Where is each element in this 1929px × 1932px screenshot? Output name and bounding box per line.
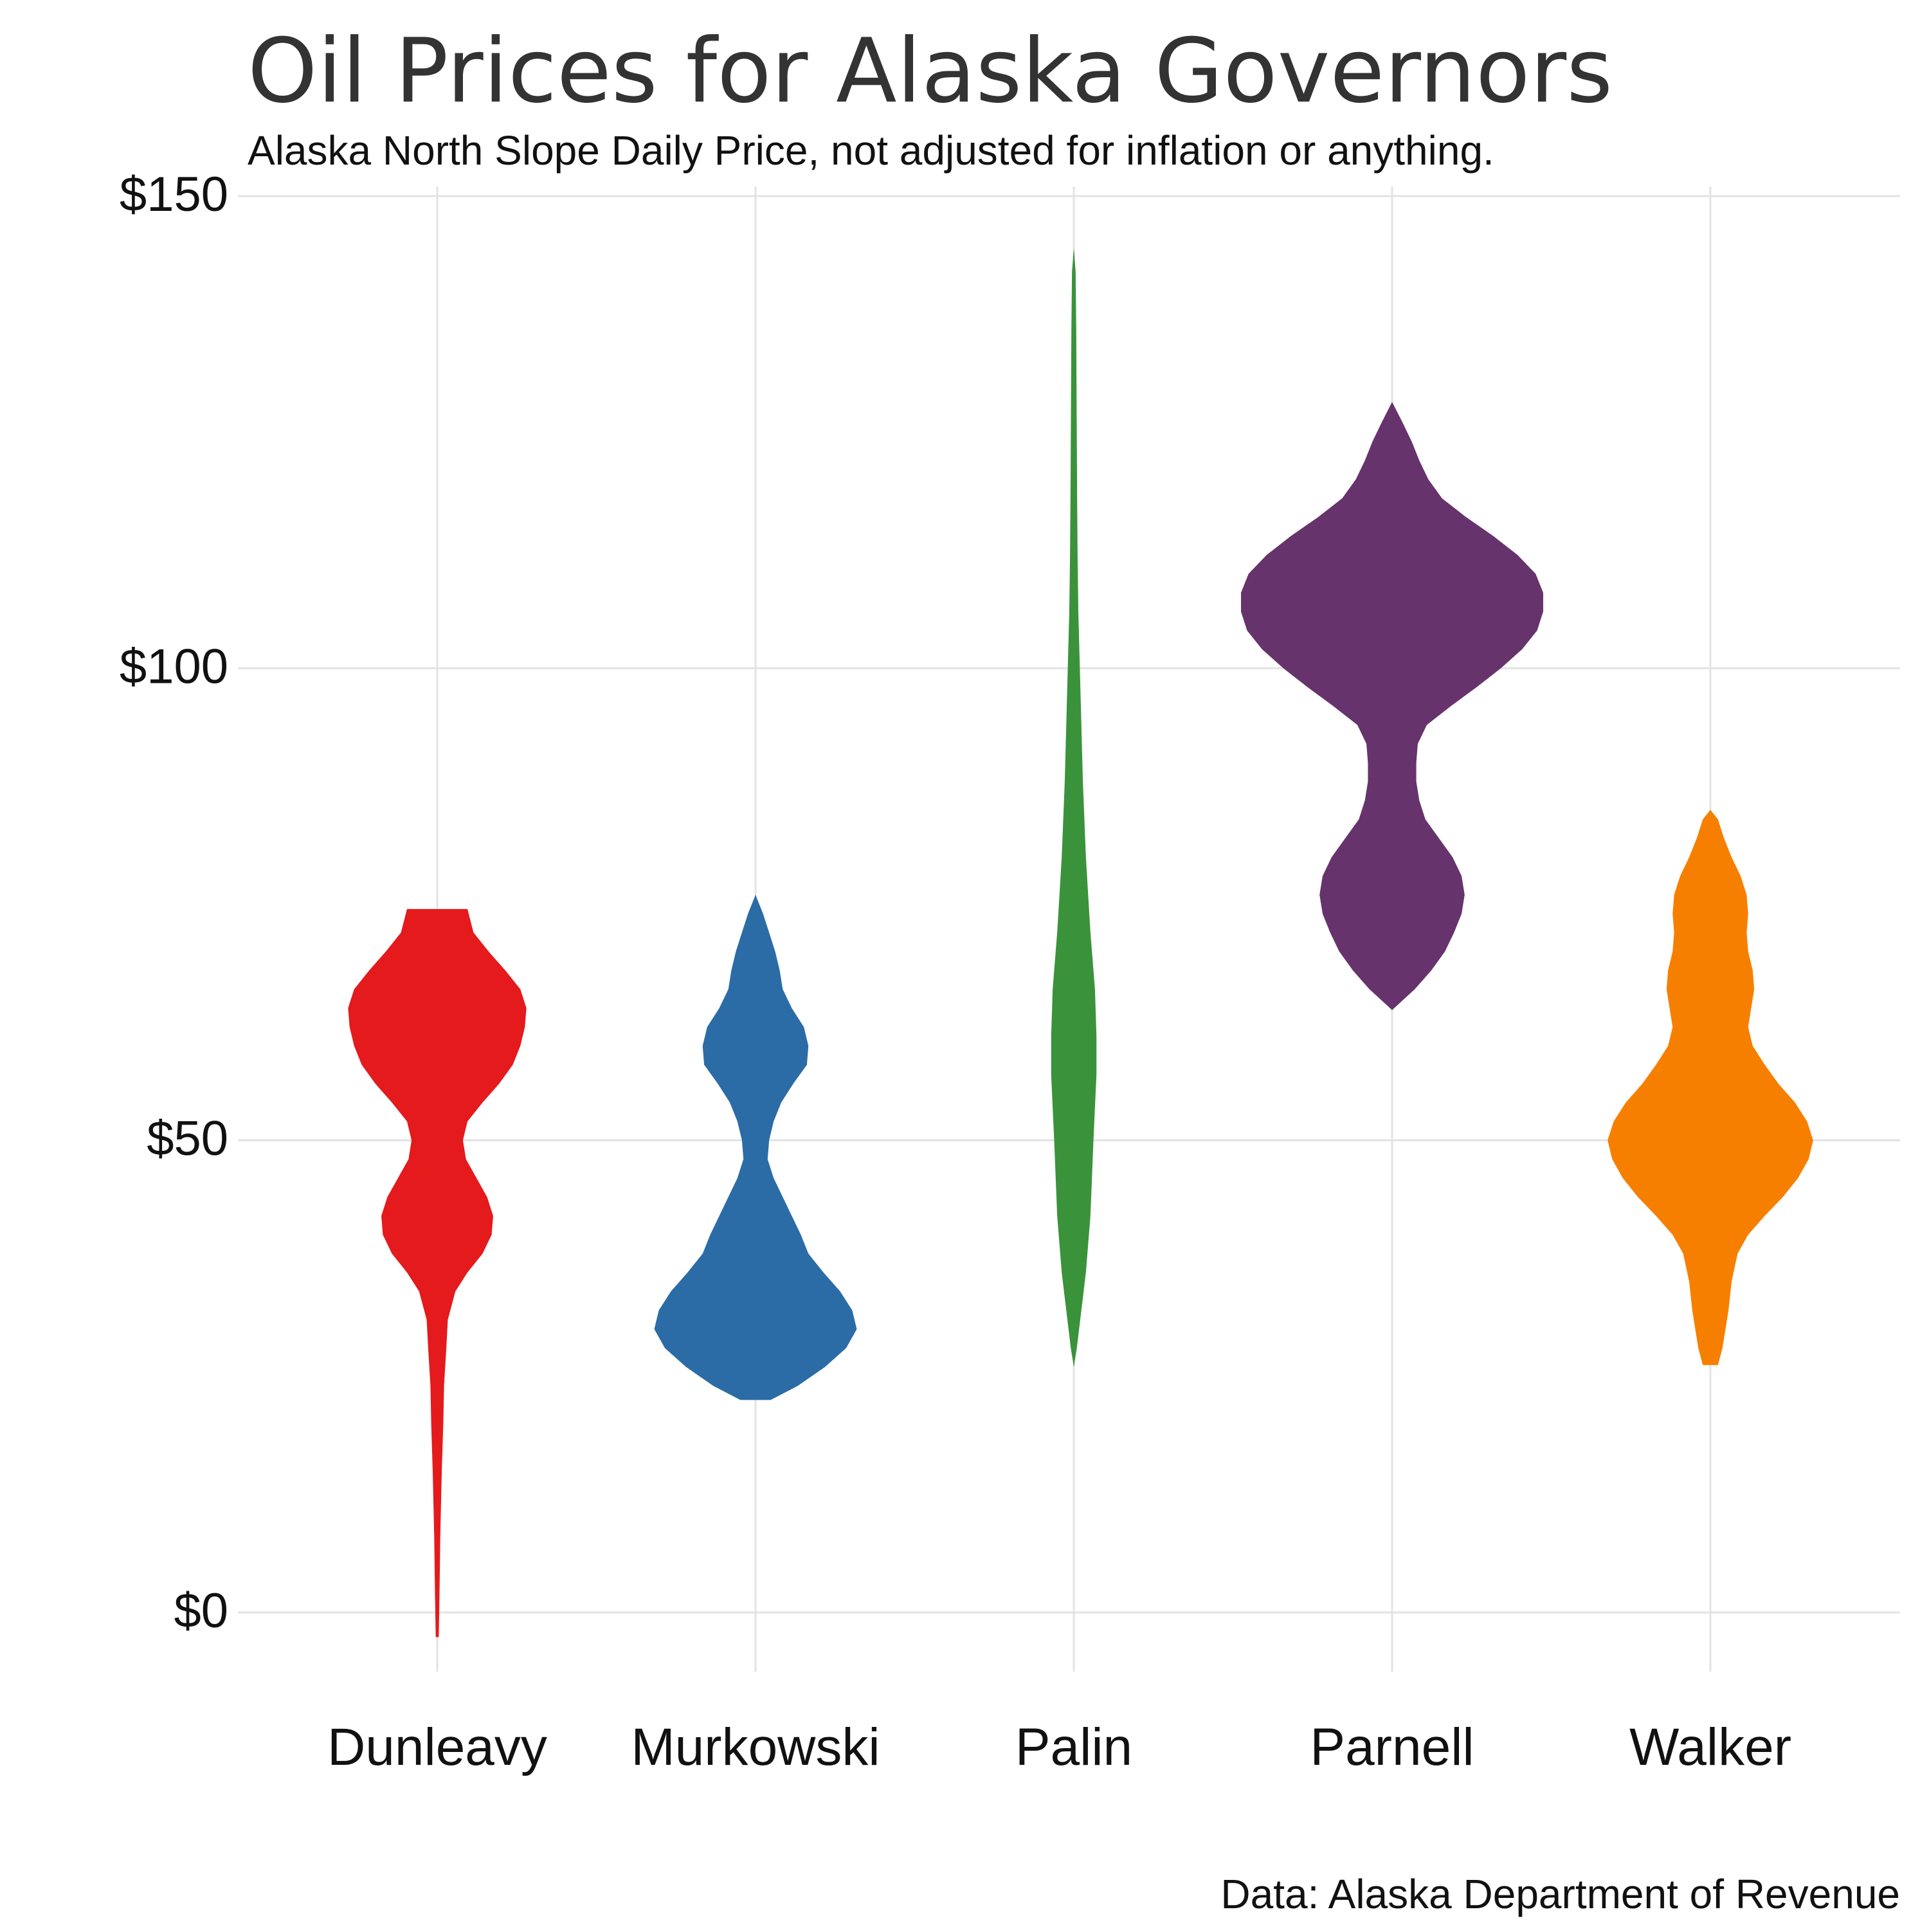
- chart-caption: Data: Alaska Department of Revenue: [1220, 1871, 1900, 1917]
- axis-layer: $0 $50 $100 $150 Dunleavy Murkowski Palin Parne…: [120, 167, 1791, 1776]
- violin-parnell: [1241, 402, 1543, 1010]
- x-tick-label-palin: Palin: [1015, 1718, 1132, 1776]
- y-tick-label-0: $0: [174, 1584, 228, 1638]
- x-tick-label-dunleavy: Dunleavy: [327, 1718, 547, 1776]
- violin-palin: [1051, 248, 1097, 1368]
- violin-walker: [1608, 809, 1813, 1366]
- violin-murkowski: [654, 894, 857, 1400]
- y-tick-label-1: $50: [147, 1112, 228, 1166]
- violin-layer: [348, 248, 1813, 1638]
- chart-title: Oil Prices for Alaska Governors: [248, 19, 1613, 123]
- y-tick-label-3: $150: [120, 167, 228, 222]
- x-tick-label-murkowski: Murkowski: [631, 1718, 880, 1776]
- x-tick-label-walker: Walker: [1629, 1718, 1791, 1776]
- y-tick-label-2: $100: [120, 639, 228, 694]
- violin-dunleavy: [348, 908, 527, 1638]
- chart-subtitle: Alaska North Slope Daily Price, not adju…: [248, 127, 1494, 174]
- x-tick-label-parnell: Parnell: [1310, 1718, 1474, 1776]
